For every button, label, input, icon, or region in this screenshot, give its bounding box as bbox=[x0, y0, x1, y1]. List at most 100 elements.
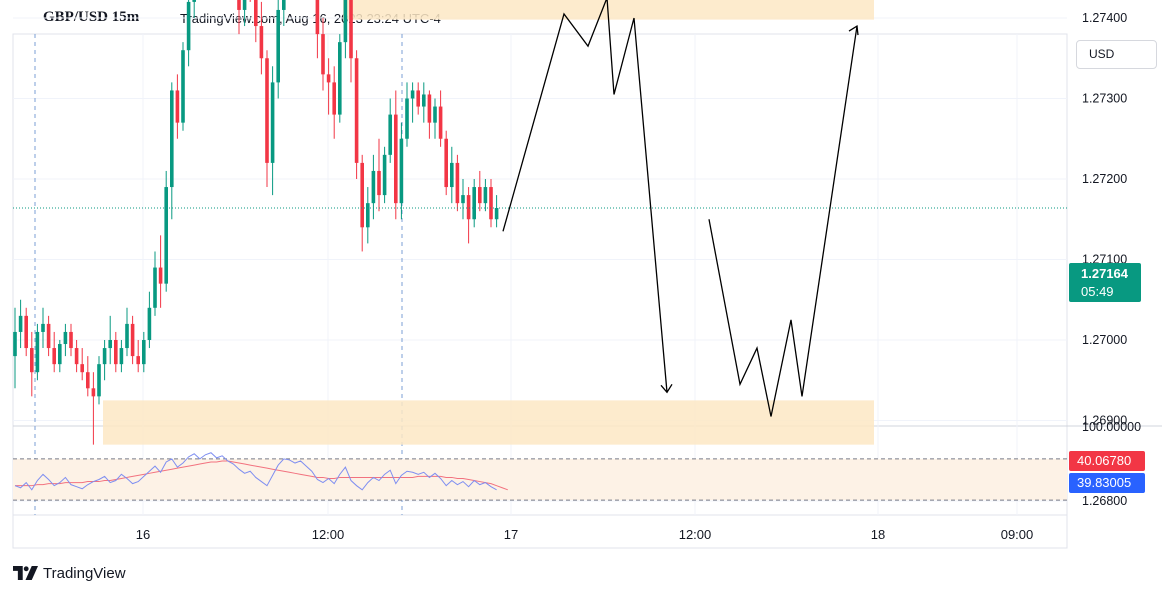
projection-path-1 bbox=[502, 0, 668, 393]
bar-countdown: 05:49 bbox=[1081, 284, 1114, 299]
candle-body bbox=[321, 34, 325, 75]
candle-body bbox=[237, 0, 241, 10]
rsi-line bbox=[14, 452, 497, 491]
candle-body bbox=[422, 94, 426, 107]
candle-body bbox=[114, 340, 118, 365]
candle-body bbox=[125, 323, 129, 349]
candle-body bbox=[136, 356, 140, 365]
candle-body bbox=[63, 331, 68, 345]
candle-body bbox=[186, 1, 191, 51]
projection-path-2 bbox=[708, 25, 858, 417]
candle-body bbox=[388, 114, 392, 155]
candle-body bbox=[494, 207, 499, 220]
candle-body bbox=[254, 0, 258, 27]
candle-body bbox=[74, 348, 79, 365]
candle-body bbox=[147, 307, 152, 340]
currency-button[interactable]: USD bbox=[1076, 40, 1157, 69]
candle-body bbox=[371, 170, 376, 204]
candle-body bbox=[455, 162, 460, 204]
price-tick-label: 1.27200 bbox=[1082, 172, 1127, 186]
tradingview-logo-icon bbox=[13, 566, 38, 580]
time-tick-label: 17 bbox=[504, 527, 518, 542]
time-tick-label: 16 bbox=[136, 527, 150, 542]
arrow-head-up bbox=[848, 24, 859, 36]
last-price-value: 1.27164 bbox=[1081, 266, 1128, 281]
candle-body bbox=[24, 315, 28, 349]
candle-body bbox=[478, 187, 482, 204]
candle-body bbox=[354, 58, 359, 163]
candle-body bbox=[108, 340, 112, 349]
candle-body bbox=[450, 162, 454, 188]
candle-body bbox=[164, 187, 168, 284]
support-zone bbox=[103, 400, 874, 445]
candle-body bbox=[58, 344, 62, 365]
candle-body bbox=[119, 348, 124, 365]
candle-body bbox=[360, 162, 364, 228]
candle-body bbox=[366, 203, 370, 228]
time-tick-label: 12:00 bbox=[679, 527, 712, 542]
zone-layer[interactable] bbox=[103, 0, 874, 445]
candle-body bbox=[35, 331, 40, 373]
candle-body bbox=[343, 0, 348, 43]
candle-body bbox=[427, 94, 432, 123]
candle-body bbox=[41, 323, 45, 332]
candle-body bbox=[461, 195, 465, 204]
candle-body bbox=[338, 42, 342, 115]
candle-body bbox=[489, 187, 493, 220]
candle-body bbox=[394, 114, 398, 204]
price-tick-label: 1.27000 bbox=[1082, 333, 1127, 347]
candle-body bbox=[130, 323, 135, 357]
candle-body bbox=[102, 348, 107, 365]
last-price-tag: 1.27164 05:49 bbox=[1069, 263, 1141, 302]
price-tick-label: 1.26800 bbox=[1082, 494, 1127, 508]
price-tick-label: 1.27300 bbox=[1082, 92, 1127, 106]
candle-body bbox=[416, 90, 420, 107]
rsi-band bbox=[13, 458, 1067, 501]
candle-layer bbox=[13, 0, 1069, 445]
candle-body bbox=[282, 0, 286, 10]
candle-body bbox=[382, 154, 387, 196]
candle-body bbox=[86, 372, 90, 389]
candle-body bbox=[30, 348, 34, 373]
candle-body bbox=[315, 0, 320, 35]
candle-body bbox=[326, 74, 331, 83]
chart-frame bbox=[12, 33, 1068, 549]
rsi-top-label: 100.00000 bbox=[1082, 420, 1141, 434]
candle-body bbox=[433, 106, 437, 123]
candle-body bbox=[466, 195, 471, 220]
candle-body bbox=[276, 9, 280, 83]
candle-body bbox=[444, 138, 448, 188]
candle-body bbox=[192, 0, 196, 2]
candle-body bbox=[332, 82, 336, 115]
symbol-title[interactable]: GBP/USD 15m bbox=[43, 9, 140, 25]
candle-body bbox=[46, 323, 51, 349]
candle-body bbox=[97, 364, 101, 397]
candle-body bbox=[91, 388, 96, 397]
candle-body bbox=[259, 26, 264, 59]
projection-layer[interactable] bbox=[502, 0, 859, 417]
candle-body bbox=[52, 348, 56, 365]
time-tick-label: 12:00 bbox=[312, 527, 345, 542]
candle-body bbox=[170, 90, 174, 188]
time-tick-label: 18 bbox=[871, 527, 885, 542]
candle-body bbox=[80, 364, 84, 373]
tradingview-logo-text: TradingView bbox=[43, 564, 126, 582]
price-tick-label: 1.27400 bbox=[1082, 11, 1127, 25]
rsi-ma-line bbox=[15, 460, 508, 491]
candle-body bbox=[69, 331, 73, 349]
candle-body bbox=[242, 0, 247, 10]
tradingview-logo[interactable]: TradingView bbox=[13, 562, 126, 584]
rsi-ma-value-tag: 39.83005 bbox=[1069, 473, 1145, 493]
time-tick-label: 09:00 bbox=[1001, 527, 1034, 542]
candle-body bbox=[349, 0, 353, 59]
candle-body bbox=[405, 98, 409, 139]
rsi-pane[interactable] bbox=[13, 452, 1067, 501]
candle-body bbox=[483, 187, 488, 204]
candle-body bbox=[158, 267, 163, 284]
candle-body bbox=[377, 170, 381, 196]
candle-body bbox=[18, 315, 23, 332]
rsi-value-tag: 40.06780 bbox=[1069, 451, 1145, 471]
candle-body bbox=[175, 90, 180, 123]
candle-body bbox=[472, 187, 476, 220]
